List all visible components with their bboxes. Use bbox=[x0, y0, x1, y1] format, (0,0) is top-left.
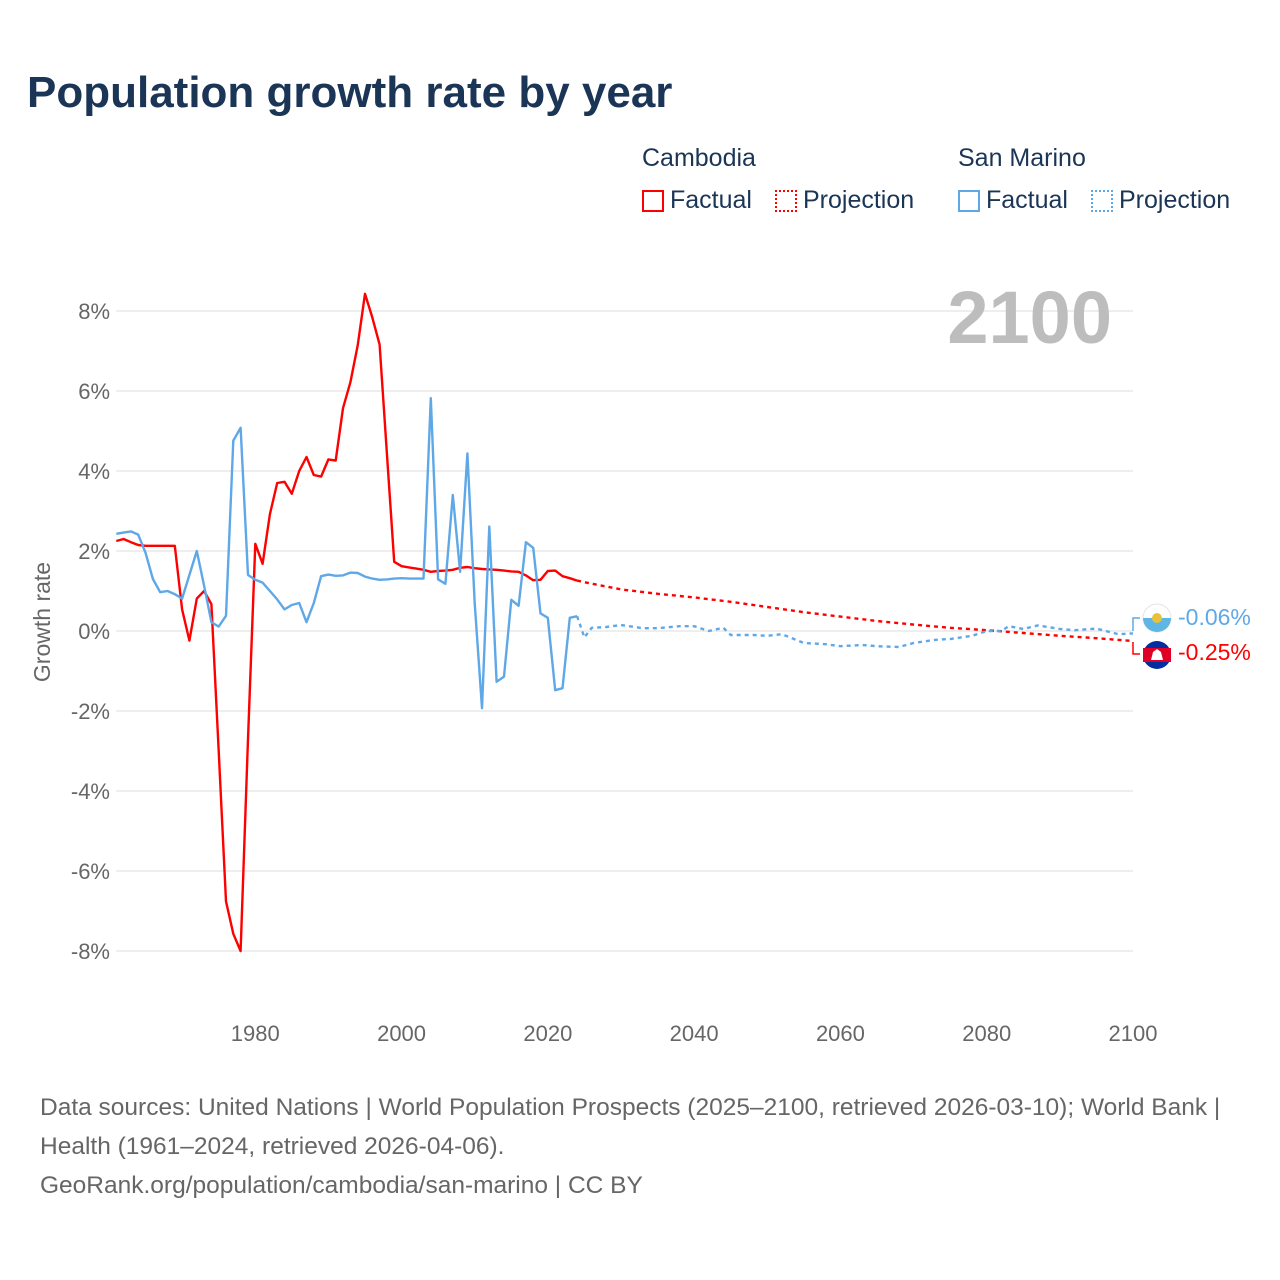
series-line-san-marino-factual[interactable] bbox=[116, 397, 578, 710]
san-marino-flag-icon bbox=[1142, 603, 1172, 633]
series-line-cambodia-factual[interactable] bbox=[115, 292, 578, 953]
legend-swatch-dotted bbox=[775, 189, 797, 212]
legend-label: Factual bbox=[670, 186, 752, 214]
series-line-san-marino-projection[interactable] bbox=[575, 615, 1134, 649]
legend-swatch-solid bbox=[642, 189, 664, 212]
x-tick-label: 2040 bbox=[670, 1021, 719, 1046]
end-label-cambodia: -0.25% bbox=[1178, 639, 1251, 665]
x-tick-label: 2060 bbox=[816, 1021, 865, 1046]
legend-swatch-solid bbox=[958, 189, 980, 212]
y-tick-label: -2% bbox=[71, 699, 110, 724]
y-tick-label: -8% bbox=[71, 939, 110, 964]
x-tick-label: 2080 bbox=[962, 1021, 1011, 1046]
x-tick-label: 2100 bbox=[1109, 1021, 1158, 1046]
data-sources: Data sources: United Nations | World Pop… bbox=[40, 1094, 1221, 1160]
legend-label: Projection bbox=[803, 186, 915, 214]
chart-title: Population growth rate by year bbox=[27, 68, 673, 117]
y-tick-label: 2% bbox=[78, 539, 110, 564]
legend-label: Projection bbox=[1119, 186, 1231, 214]
x-tick-label: 2000 bbox=[377, 1021, 426, 1046]
legend-label: Factual bbox=[986, 186, 1068, 214]
legend-cambodia-projection[interactable]: Projection bbox=[775, 186, 914, 215]
y-tick-label: -4% bbox=[71, 779, 110, 804]
series-line-cambodia-projection[interactable] bbox=[576, 579, 1134, 643]
y-tick-label: -6% bbox=[71, 859, 110, 884]
y-tick-label: 6% bbox=[78, 379, 110, 404]
legend-san-marino-factual[interactable]: Factual bbox=[958, 186, 1068, 215]
y-tick-label: 0% bbox=[78, 619, 110, 644]
end-label-san-marino: -0.06% bbox=[1178, 604, 1251, 630]
x-tick-label: 1980 bbox=[231, 1021, 280, 1046]
y-tick-label: 4% bbox=[78, 459, 110, 484]
year-watermark: 2100 bbox=[947, 276, 1112, 359]
credit-link[interactable]: GeoRank.org/population/cambodia/san-mari… bbox=[40, 1172, 643, 1199]
cambodia-flag-icon bbox=[1143, 641, 1171, 669]
legend-cambodia-factual[interactable]: Factual bbox=[642, 186, 752, 215]
legend-san-marino-projection[interactable]: Projection bbox=[1091, 186, 1230, 215]
legend-swatch-dotted bbox=[1091, 189, 1113, 212]
y-tick-label: 8% bbox=[78, 299, 110, 324]
leader-line-san-marino bbox=[1132, 617, 1140, 631]
legend-group-cambodia: Cambodia bbox=[642, 144, 756, 172]
legend-group-san-marino: San Marino bbox=[958, 144, 1086, 172]
x-tick-label: 2020 bbox=[523, 1021, 572, 1046]
y-axis-label: Growth rate bbox=[29, 562, 55, 682]
leader-line-cambodia bbox=[1132, 642, 1140, 655]
footer: Data sources: United Nations | World Pop… bbox=[40, 1088, 1240, 1205]
